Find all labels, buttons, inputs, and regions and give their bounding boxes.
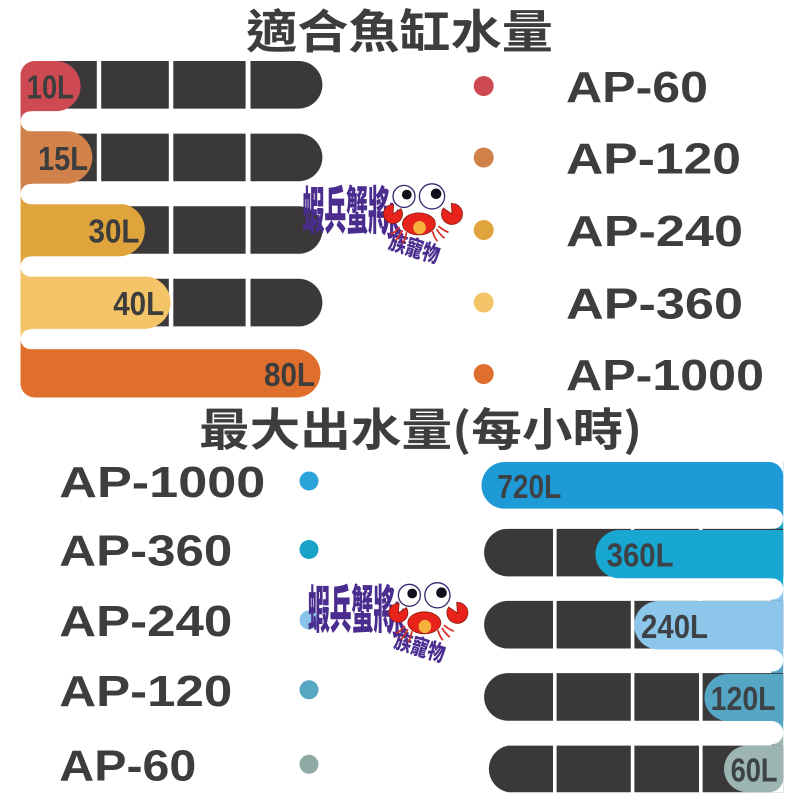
svg-text:10L: 10L bbox=[27, 69, 74, 106]
svg-text:AP-120: AP-120 bbox=[566, 135, 741, 184]
svg-text:AP-360: AP-360 bbox=[566, 280, 743, 329]
svg-text:AP-60: AP-60 bbox=[59, 741, 196, 790]
svg-text:60L: 60L bbox=[731, 751, 778, 788]
svg-text:120L: 120L bbox=[711, 680, 776, 717]
svg-text:AP-360: AP-360 bbox=[59, 527, 232, 576]
svg-text:AP-60: AP-60 bbox=[566, 63, 708, 112]
svg-text:AP-240: AP-240 bbox=[59, 597, 232, 646]
svg-text:240L: 240L bbox=[641, 608, 708, 645]
svg-text:40L: 40L bbox=[113, 285, 164, 322]
svg-text:80L: 80L bbox=[264, 356, 315, 393]
svg-text:15L: 15L bbox=[38, 140, 88, 177]
svg-text:AP-1000: AP-1000 bbox=[59, 458, 265, 507]
svg-text:AP-1000: AP-1000 bbox=[566, 351, 764, 400]
svg-text:AP-120: AP-120 bbox=[59, 667, 232, 716]
svg-text:AP-240: AP-240 bbox=[566, 207, 743, 256]
svg-text:720L: 720L bbox=[497, 468, 561, 505]
svg-text:360L: 360L bbox=[607, 537, 674, 574]
svg-text:30L: 30L bbox=[89, 213, 140, 250]
